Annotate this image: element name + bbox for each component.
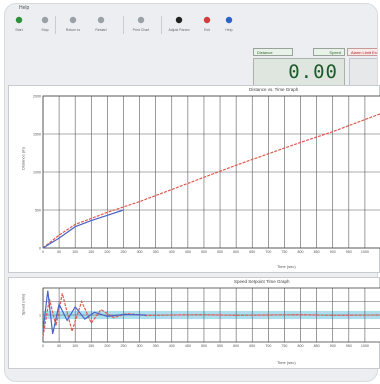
x-tick-label: 1000 (361, 344, 369, 348)
distance-chart-panel: Distance vs. Time Graph Distance (m) Tim… (8, 85, 380, 273)
x-tick-label: 50 (57, 250, 61, 254)
exit-icon (202, 15, 212, 25)
x-axis-label: Time (sec) (277, 360, 296, 365)
toolbar-button-label: Start (15, 28, 23, 32)
x-tick-label: 350 (153, 344, 159, 348)
x-tick-label: 700 (265, 344, 271, 348)
speed-chart: 0 50 100 150 200 250 300 350 400 450 500 550 600 650 7… (39, 287, 380, 348)
y-tick-label: 1500 (33, 132, 41, 136)
x-tick-label: 450 (185, 344, 191, 348)
x-tick-label: 100 (72, 344, 78, 348)
status-area: Distance Speed Alarm Limit Exceeded 0.00 (253, 44, 377, 88)
toolbar-button-stop[interactable]: Stop (31, 13, 59, 39)
toolbar-button-restart[interactable]: Restart (87, 13, 115, 39)
chart-title: Distance vs. Time Graph (249, 87, 299, 92)
x-tick-label: 0 (42, 250, 44, 254)
y-tick-label: 500 (35, 208, 41, 212)
toolbar-button-exit[interactable]: Exit (193, 13, 221, 39)
x-tick-label: 150 (88, 344, 94, 348)
distance-chart: 0 50 100 150 200 250 300 350 400 450 500 550 600 650 7… (33, 94, 380, 254)
toolbar-button-help[interactable]: Help (215, 13, 243, 39)
x-tick-label: 900 (330, 250, 336, 254)
series-line-0 (42, 113, 380, 249)
y-tick-label: 0 (39, 246, 41, 250)
x-tick-label: 950 (346, 344, 352, 348)
x-tick-label: 550 (217, 344, 223, 348)
toolbar-button-label: Return to (65, 28, 81, 32)
alarm-status-label: Alarm Limit Exceeded (347, 48, 377, 56)
y-tick-label: 1 (39, 313, 41, 317)
series-line-0 (42, 293, 380, 337)
toolbar-button-label: Print Chart (132, 28, 150, 32)
toolbar-button-label: Exit (204, 28, 210, 32)
x-tick-label: 250 (120, 250, 126, 254)
toolbar-separator (123, 16, 124, 34)
help-icon (224, 15, 234, 25)
y-tick-label: 1000 (33, 170, 41, 174)
menu-bar: Help (5, 4, 377, 13)
distance-status-label: Distance (253, 48, 293, 56)
x-tick-label: 100 (72, 250, 78, 254)
x-tick-label: 800 (298, 344, 304, 348)
x-tick-label: 200 (104, 250, 110, 254)
stop-icon (40, 15, 50, 25)
x-tick-label: 950 (346, 250, 352, 254)
x-tick-label: 250 (120, 344, 126, 348)
x-tick-label: 500 (201, 344, 207, 348)
x-tick-label: 400 (169, 250, 175, 254)
chart-title: Speed Setpoint Time Graph (234, 279, 290, 284)
x-axis-label: Time (sec) (277, 264, 296, 269)
play-icon (14, 15, 24, 25)
secondary-display (349, 58, 377, 86)
x-tick-label: 650 (249, 250, 255, 254)
x-tick-label: 200 (104, 344, 110, 348)
x-tick-label: 550 (217, 250, 223, 254)
toolbar-button-start[interactable]: Start (5, 13, 33, 39)
plot-frame (42, 95, 380, 249)
toolbar-button-print-chart[interactable]: Print Chart (127, 13, 155, 39)
adjust-param-icon (174, 15, 184, 25)
x-tick-label: 400 (169, 344, 175, 348)
x-tick-label: 700 (265, 250, 271, 254)
menu-help[interactable]: Help (19, 5, 30, 11)
toolbar-button-label: Restart (95, 28, 107, 32)
toolbar-button-return-to[interactable]: Return to (59, 13, 87, 39)
x-tick-label: 300 (137, 250, 143, 254)
x-tick-label: 750 (281, 250, 287, 254)
x-tick-label: 850 (314, 344, 320, 348)
x-tick-label: 150 (88, 250, 94, 254)
plot-frame (42, 287, 380, 343)
x-tick-label: 600 (233, 250, 239, 254)
toolbar-button-label: Adjust Param (168, 28, 190, 32)
readout-display: 0.00 (253, 58, 345, 86)
speed-chart-panel: Speed Setpoint Time Graph Speed (m/s) Ti… (8, 277, 380, 369)
x-tick-label: 1000 (361, 250, 369, 254)
toolbar-separator (55, 16, 56, 34)
toolbar: Start Stop Return to Restart Print Chart Adju… (5, 13, 377, 39)
readout-value: 0.00 (288, 61, 338, 83)
x-tick-label: 650 (249, 344, 255, 348)
x-tick-label: 500 (201, 250, 207, 254)
x-tick-label: 750 (281, 344, 287, 348)
x-tick-label: 600 (233, 344, 239, 348)
x-tick-label: 0 (42, 344, 44, 348)
toolbar-button-label: Stop (41, 28, 49, 32)
restart-icon (96, 15, 106, 25)
y-tick-label: 2000 (33, 94, 41, 98)
x-tick-label: 800 (298, 250, 304, 254)
speed-status-label: Speed (313, 48, 345, 56)
x-tick-label: 350 (153, 250, 159, 254)
toolbar-button-label: Help (225, 28, 233, 32)
series-line-1 (42, 209, 124, 249)
toolbar-button-adjust-param[interactable]: Adjust Param (165, 13, 193, 39)
x-tick-label: 900 (330, 344, 336, 348)
x-tick-label: 450 (185, 250, 191, 254)
toolbar-separator (161, 16, 162, 34)
x-tick-label: 50 (57, 344, 61, 348)
return-icon (68, 15, 78, 25)
x-tick-label: 300 (137, 344, 143, 348)
series-line-1 (42, 290, 147, 335)
x-tick-label: 850 (314, 250, 320, 254)
print-chart-icon (136, 15, 146, 25)
